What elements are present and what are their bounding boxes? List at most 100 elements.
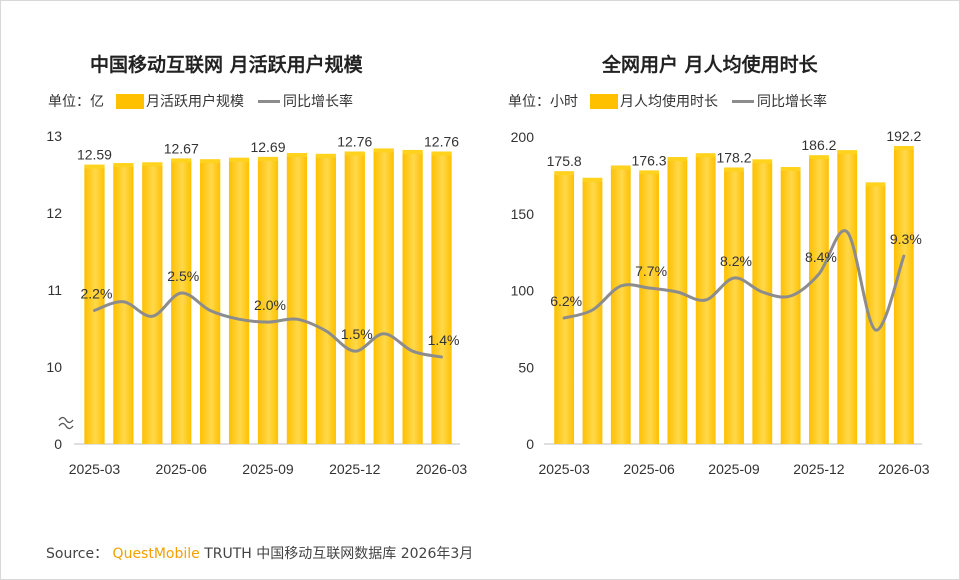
y-tick-label: 12: [46, 205, 62, 221]
growth-label: 1.5%: [341, 326, 373, 342]
growth-label: 2.2%: [81, 285, 113, 301]
bar: [142, 165, 163, 444]
bar: [582, 180, 603, 444]
growth-label: 8.4%: [805, 249, 837, 265]
chart-title-left: 中国移动互联网 月活跃用户规模: [90, 54, 363, 76]
bar-value-label: 12.69: [250, 139, 285, 155]
bar-cap: [402, 149, 423, 154]
y-tick-label: 0: [526, 436, 534, 452]
bar-cap: [315, 153, 336, 158]
growth-label: 9.3%: [890, 231, 922, 247]
bar: [639, 173, 659, 444]
x-tick-label: 2025-09: [708, 461, 760, 477]
growth-label: 2.5%: [167, 268, 199, 284]
x-tick-label: 2025-12: [793, 461, 845, 477]
bar: [780, 170, 801, 444]
bar-cap: [837, 150, 858, 155]
legend-line-swatch-left: [258, 99, 280, 103]
unit-label-right: 单位：小时: [508, 94, 578, 110]
x-tick-label: 2026-03: [878, 461, 930, 477]
bar-cap: [893, 145, 914, 150]
y-tick-label: 200: [511, 129, 535, 145]
x-tick-label: 2025-06: [156, 461, 208, 477]
legend-line-label-left: 同比增长率: [283, 94, 353, 110]
growth-label: 7.7%: [635, 263, 667, 279]
bar-cap: [344, 151, 365, 156]
bar-cap: [582, 177, 603, 182]
bar-value-label: 12.76: [337, 133, 372, 149]
growth-label: 8.2%: [720, 253, 752, 269]
bar: [893, 148, 914, 444]
bar: [610, 168, 631, 444]
bar: [554, 174, 575, 444]
bar-value-label: 175.8: [547, 153, 582, 169]
x-tick-label: 2025-03: [538, 461, 590, 477]
y-tick-label: 13: [46, 128, 62, 144]
bar: [344, 154, 365, 445]
bar-value-label: 186.2: [801, 137, 836, 153]
bar: [752, 162, 773, 444]
bar-cap: [373, 148, 394, 153]
x-tick-label: 2025-12: [329, 461, 381, 477]
bar: [837, 153, 858, 444]
bar-cap: [809, 155, 829, 160]
growth-label: 2.0%: [254, 297, 286, 313]
y-tick-label: 11: [47, 282, 62, 298]
y-tick-label: 100: [511, 283, 535, 299]
legend-bar-swatch-left: [116, 93, 144, 109]
bar-value-label: 12.59: [77, 147, 112, 163]
legend-line-swatch-right: [732, 99, 754, 103]
bar-value-label: 176.3: [632, 152, 667, 168]
bar-cap: [142, 162, 163, 167]
growth-line: [562, 229, 906, 332]
y-tick-label: 150: [511, 206, 535, 222]
x-tick-label: 2026-03: [416, 461, 468, 477]
x-tick-label: 2025-09: [242, 461, 294, 477]
growth-label: 6.2%: [550, 293, 582, 309]
bar-cap: [780, 167, 801, 172]
bar-cap: [171, 158, 192, 163]
growth-label: 1.4%: [428, 332, 460, 348]
bar: [286, 156, 308, 444]
bar-cap: [200, 159, 221, 164]
x-tick-label: 2025-03: [69, 461, 121, 477]
chart-left: 0 10 11 12 13 12.59 12.67 12.69 12.76 12.76 2.2% 2.…: [46, 128, 468, 477]
bar: [228, 160, 250, 444]
legend-bar-label-left: 月活跃用户规模: [146, 94, 244, 110]
bar: [809, 158, 829, 445]
chart-right: 0 50 100 150 200 175.8 176.3 178.2 186.2 192.2 6.2…: [511, 128, 930, 477]
bar: [865, 185, 886, 445]
bar-cap: [695, 153, 716, 158]
bar-cap: [639, 170, 659, 175]
bar: [724, 170, 744, 444]
bar: [257, 159, 279, 444]
legend-bar-label-right: 月人均使用时长: [620, 94, 718, 110]
legend-right: 单位：小时 月人均使用时长 同比增长率: [508, 91, 827, 111]
bar: [667, 160, 688, 444]
bar-cap: [752, 159, 773, 164]
bar-value-label: 12.76: [424, 133, 459, 149]
x-tick-label: 2025-06: [623, 461, 675, 477]
bar-value-label: 178.2: [716, 149, 751, 165]
source-prefix: Source：: [46, 546, 109, 562]
source-note: Source： QuestMobile TRUTH 中国移动互联网数据库 202…: [46, 543, 473, 563]
legend-left: 单位：亿 月活跃用户规模 同比增长率: [48, 91, 353, 111]
source-brand: QuestMobile: [112, 546, 200, 562]
bar: [113, 166, 134, 444]
y-tick-label: 50: [518, 359, 534, 375]
bar-cap: [84, 164, 105, 169]
unit-label-left: 单位：亿: [48, 94, 104, 110]
bar-value-label: 12.67: [164, 140, 199, 156]
legend-bar-swatch-right: [590, 93, 618, 109]
bar: [200, 162, 221, 444]
bar-cap: [113, 163, 134, 168]
bar-value-label: 192.2: [886, 128, 921, 144]
bar: [315, 156, 336, 445]
bar: [84, 167, 105, 444]
bar-cap: [865, 182, 886, 187]
growth-line: [92, 291, 444, 359]
bar: [171, 161, 192, 444]
axis-break-mark: [58, 422, 74, 430]
bar-cap: [286, 153, 308, 158]
chart-title-right: 全网用户 月人均使用时长: [602, 54, 818, 76]
